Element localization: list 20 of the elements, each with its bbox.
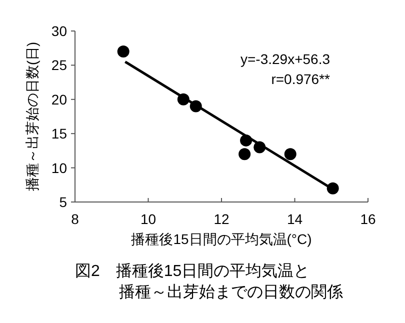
x-tick-label: 16 bbox=[360, 211, 376, 227]
point bbox=[238, 148, 251, 160]
y-tick-label: 10 bbox=[51, 160, 68, 176]
y-tick-label: 25 bbox=[51, 57, 68, 74]
x-tick-label: 14 bbox=[286, 211, 303, 227]
text: 図2 播種後15日間の平均気温と bbox=[75, 262, 310, 280]
x-tick-label: 10 bbox=[140, 211, 156, 227]
x-tick-label: 8 bbox=[71, 211, 80, 227]
y-tick-label: 20 bbox=[51, 91, 68, 108]
y-axis-title: 播種～出芽始の日数(日) bbox=[24, 42, 40, 192]
x-tick-label: 12 bbox=[214, 211, 230, 227]
y-tick-label: 30 bbox=[51, 23, 68, 39]
point bbox=[117, 46, 130, 58]
text: 播種～出芽始までの日数の関係 bbox=[119, 283, 343, 301]
annotation: r=0.976** bbox=[271, 71, 331, 87]
x-axis-title: 播種後15日間の平均気温(°C) bbox=[131, 231, 312, 247]
annotation: y=-3.29x+56.3 bbox=[240, 51, 330, 67]
y-tick-label: 15 bbox=[51, 126, 68, 142]
point bbox=[284, 148, 296, 160]
y-tick-label: 5 bbox=[59, 194, 68, 210]
